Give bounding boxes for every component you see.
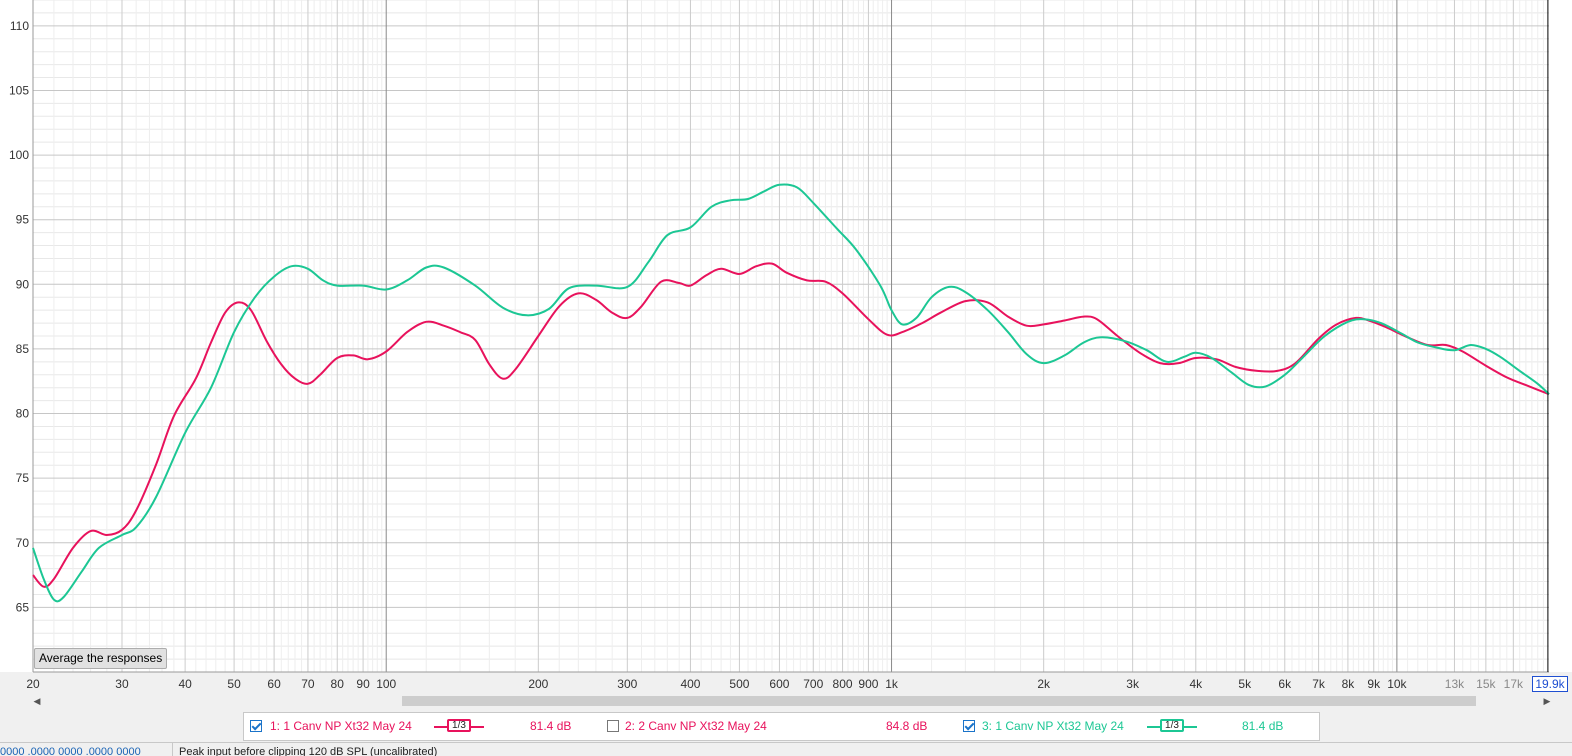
x-tick-label: 10k [1387, 677, 1407, 691]
legend-checkbox-3[interactable] [963, 720, 975, 732]
cursor-frequency-flag: 19.9k [1532, 676, 1568, 692]
series-line-1 [32, 262, 1550, 588]
smoothing-value-1: 1/3 [447, 719, 471, 732]
x-tick-label: 15k [1476, 677, 1496, 691]
smoothing-control-3[interactable]: 1/3 [1147, 719, 1197, 733]
x-tick-label: 70 [301, 677, 315, 691]
legend-label-2: 2: 2 Canv NP Xt32 May 24 [625, 719, 767, 733]
x-tick-label: 17k [1504, 677, 1524, 691]
y-tick-label: 105 [9, 83, 29, 97]
y-tick-label: 100 [9, 148, 29, 162]
x-tick-label: 30 [115, 677, 129, 691]
x-tick-label: 600 [769, 677, 789, 691]
x-tick-label: 50 [227, 677, 241, 691]
scroll-left-arrow-icon[interactable]: ◀ [33, 696, 41, 706]
status-bar: 0000 .0000 0000 .0000 0000 Peak input be… [0, 742, 1572, 756]
y-tick-label: 90 [16, 277, 30, 291]
scroll-right-arrow-icon[interactable]: ▶ [1543, 696, 1551, 706]
x-tick-label: 2k [1037, 677, 1051, 691]
smoothing-value-3: 1/3 [1160, 719, 1184, 732]
x-tick-label: 900 [858, 677, 878, 691]
y-tick-label: 110 [10, 19, 29, 33]
y-tick-label: 80 [16, 407, 30, 421]
legend-checkbox-1[interactable] [250, 720, 262, 732]
measurement-legend: 1: 1 Canv NP Xt32 May 24 1/3 81.4 dB 2: … [243, 712, 1320, 741]
legend-checkbox-2[interactable] [607, 720, 619, 732]
x-tick-label: 1k [885, 677, 899, 691]
x-tick-label: 13k [1445, 677, 1465, 691]
legend-label-1: 1: 1 Canv NP Xt32 May 24 [270, 719, 412, 733]
x-tick-label: 3k [1126, 677, 1140, 691]
x-tick-label: 100 [376, 677, 396, 691]
legend-level-1: 81.4 dB [530, 719, 572, 733]
x-tick-label: 90 [356, 677, 370, 691]
x-tick-label: 200 [528, 677, 548, 691]
status-message: Peak input before clipping 120 dB SPL (u… [172, 743, 437, 756]
plot-area[interactable]: 65 70 75 80 85 90 95 100 105 110 20 30 40 50 60 70 80 90 1… [0, 0, 1572, 691]
x-tick-label: 400 [680, 677, 700, 691]
x-tick-label: 80 [331, 677, 345, 691]
x-tick-label: 20 [26, 677, 40, 691]
x-tick-label: 500 [729, 677, 749, 691]
legend-level-3: 81.4 dB [1242, 719, 1284, 733]
legend-label-3: 3: 1 Canv NP Xt32 May 24 [982, 719, 1124, 733]
x-tick-label: 5k [1238, 677, 1252, 691]
x-tick-label: 800 [833, 677, 853, 691]
x-tick-label: 40 [178, 677, 192, 691]
x-tick-label: 60 [267, 677, 281, 691]
y-tick-label: 70 [16, 536, 30, 550]
x-tick-label: 700 [803, 677, 823, 691]
frequency-response-chart[interactable]: 65 70 75 80 85 90 95 100 105 110 20 30 40 50 60 70 80 90 1… [0, 0, 1572, 693]
x-tick-label: 300 [617, 677, 637, 691]
scroll-thumb[interactable] [402, 696, 1476, 706]
status-readout: 0000 .0000 0000 .0000 0000 [0, 746, 141, 756]
y-tick-label: 85 [16, 342, 30, 356]
y-tick-label: 65 [16, 600, 30, 614]
x-tick-label: 8k [1342, 677, 1356, 691]
x-tick-label: 4k [1189, 677, 1203, 691]
y-tick-label: 95 [16, 213, 30, 227]
horizontal-scrollbar[interactable]: ◀ ▶ [30, 693, 1554, 709]
legend-level-2: 84.8 dB [886, 719, 928, 733]
average-responses-button[interactable]: Average the responses [34, 648, 168, 669]
smoothing-control-1[interactable]: 1/3 [434, 719, 484, 733]
x-tick-label: 7k [1312, 677, 1326, 691]
series-line-2 [32, 183, 1550, 603]
x-tick-label: 9k [1367, 677, 1381, 691]
x-tick-label: 6k [1278, 677, 1292, 691]
y-tick-label: 75 [16, 471, 30, 485]
